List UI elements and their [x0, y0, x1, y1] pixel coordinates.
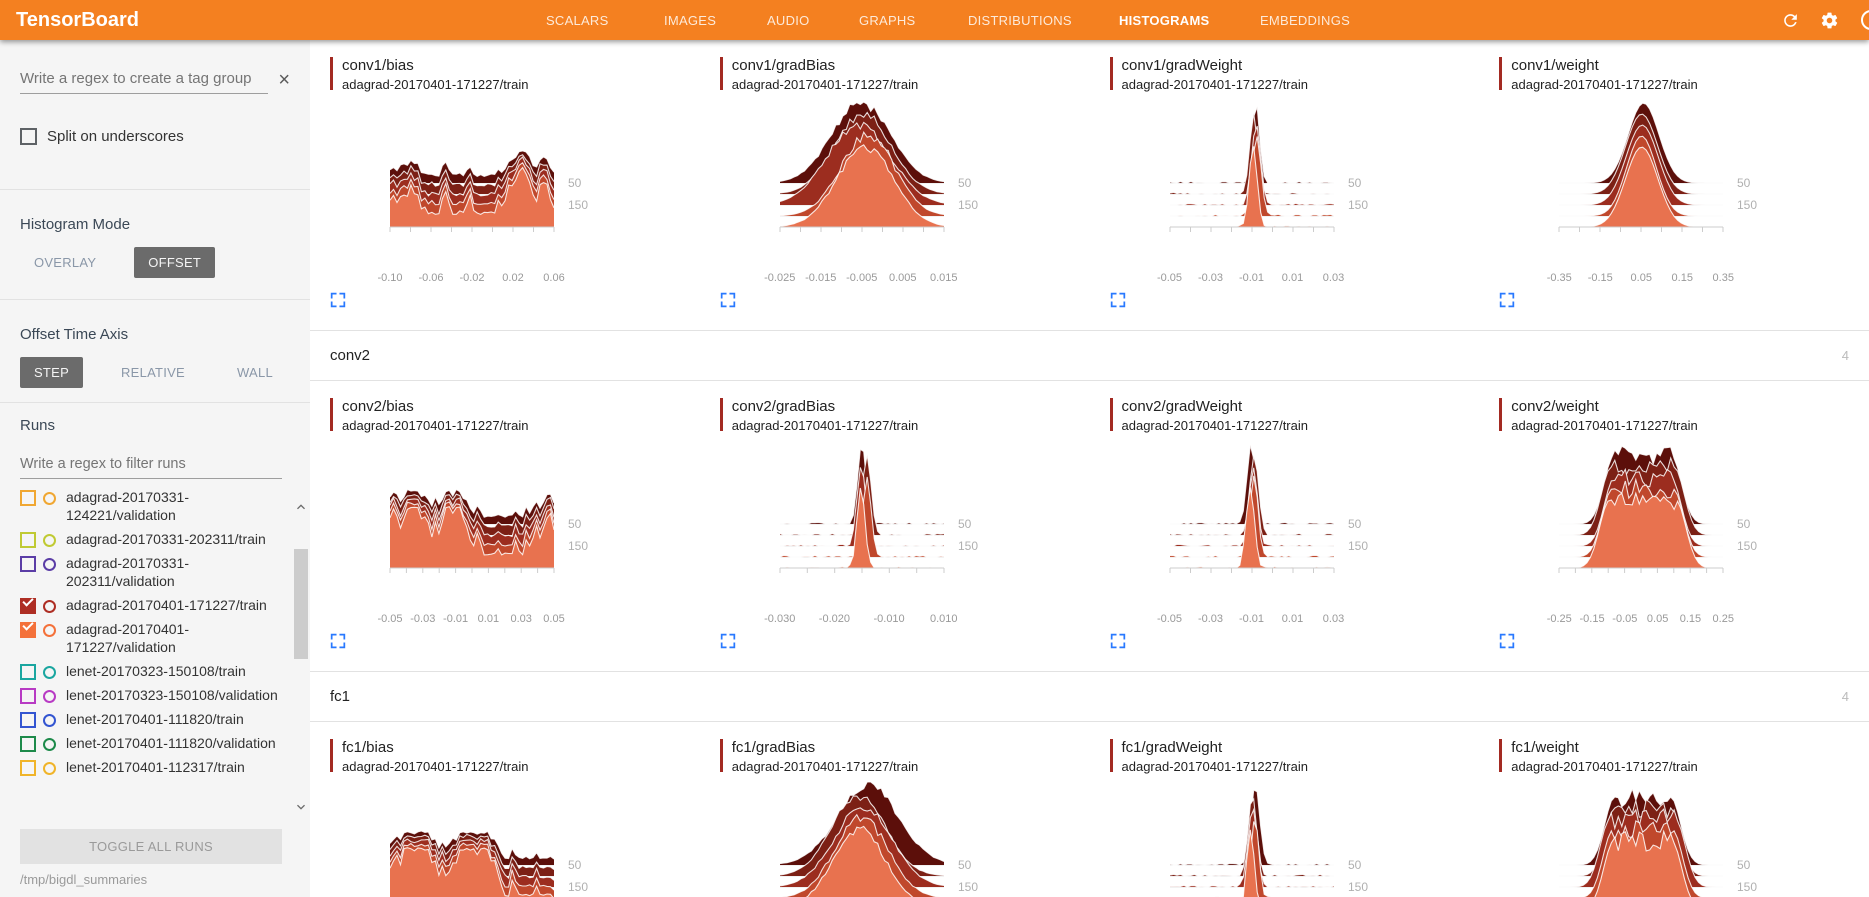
svg-text:150: 150: [568, 539, 588, 553]
svg-text:150: 150: [568, 880, 588, 894]
svg-text:50: 50: [1737, 176, 1751, 190]
svg-text:150: 150: [1737, 539, 1757, 553]
svg-text:150: 150: [1737, 198, 1757, 212]
svg-text:150: 150: [1348, 880, 1368, 894]
svg-text:150: 150: [958, 198, 978, 212]
svg-text:50: 50: [568, 517, 582, 531]
svg-text:50: 50: [958, 517, 972, 531]
svg-text:150: 150: [1348, 539, 1368, 553]
svg-text:50: 50: [1737, 858, 1751, 872]
svg-text:150: 150: [1737, 880, 1757, 894]
svg-text:50: 50: [1737, 517, 1751, 531]
svg-text:50: 50: [1348, 858, 1362, 872]
svg-text:50: 50: [568, 176, 582, 190]
svg-text:50: 50: [1348, 517, 1362, 531]
svg-text:50: 50: [958, 858, 972, 872]
svg-text:150: 150: [1348, 198, 1368, 212]
svg-text:150: 150: [568, 198, 588, 212]
svg-text:50: 50: [568, 858, 582, 872]
svg-text:50: 50: [1348, 176, 1362, 190]
svg-text:50: 50: [958, 176, 972, 190]
svg-text:150: 150: [958, 880, 978, 894]
svg-text:150: 150: [958, 539, 978, 553]
